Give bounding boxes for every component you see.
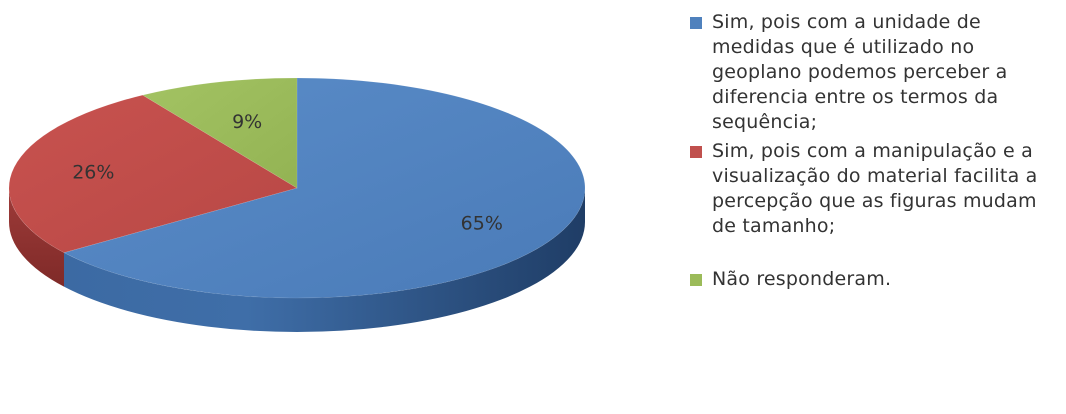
legend-swatch-1 xyxy=(690,146,702,158)
legend-item-2: Não responderam. xyxy=(690,267,1060,292)
data-label-0: 65% xyxy=(461,212,503,234)
pie-slice-1 xyxy=(8,94,298,253)
data-label-1: 26% xyxy=(72,162,114,184)
pie-side-0 xyxy=(64,188,585,332)
legend-label-1: Sim, pois com a manipulação e a visualiz… xyxy=(712,140,1038,237)
legend-item-0: Sim, pois com a unidade de medidas que é… xyxy=(690,10,1060,135)
legend-swatch-2 xyxy=(690,274,702,286)
data-label-2: 9% xyxy=(232,111,262,133)
pie-side-1 xyxy=(9,188,65,287)
legend-label-0: Sim, pois com a unidade de medidas que é… xyxy=(712,11,1008,133)
pie-slice-2 xyxy=(141,77,298,189)
pie-chart-svg: 65% 26% 9% xyxy=(8,77,586,332)
legend-swatch-0 xyxy=(690,17,702,29)
legend-label-2: Não responderam. xyxy=(712,268,892,290)
legend: Sim, pois com a unidade de medidas que é… xyxy=(690,10,1060,292)
legend-item-1: Sim, pois com a manipulação e a visualiz… xyxy=(690,139,1060,239)
pie-slice-0 xyxy=(63,77,586,299)
